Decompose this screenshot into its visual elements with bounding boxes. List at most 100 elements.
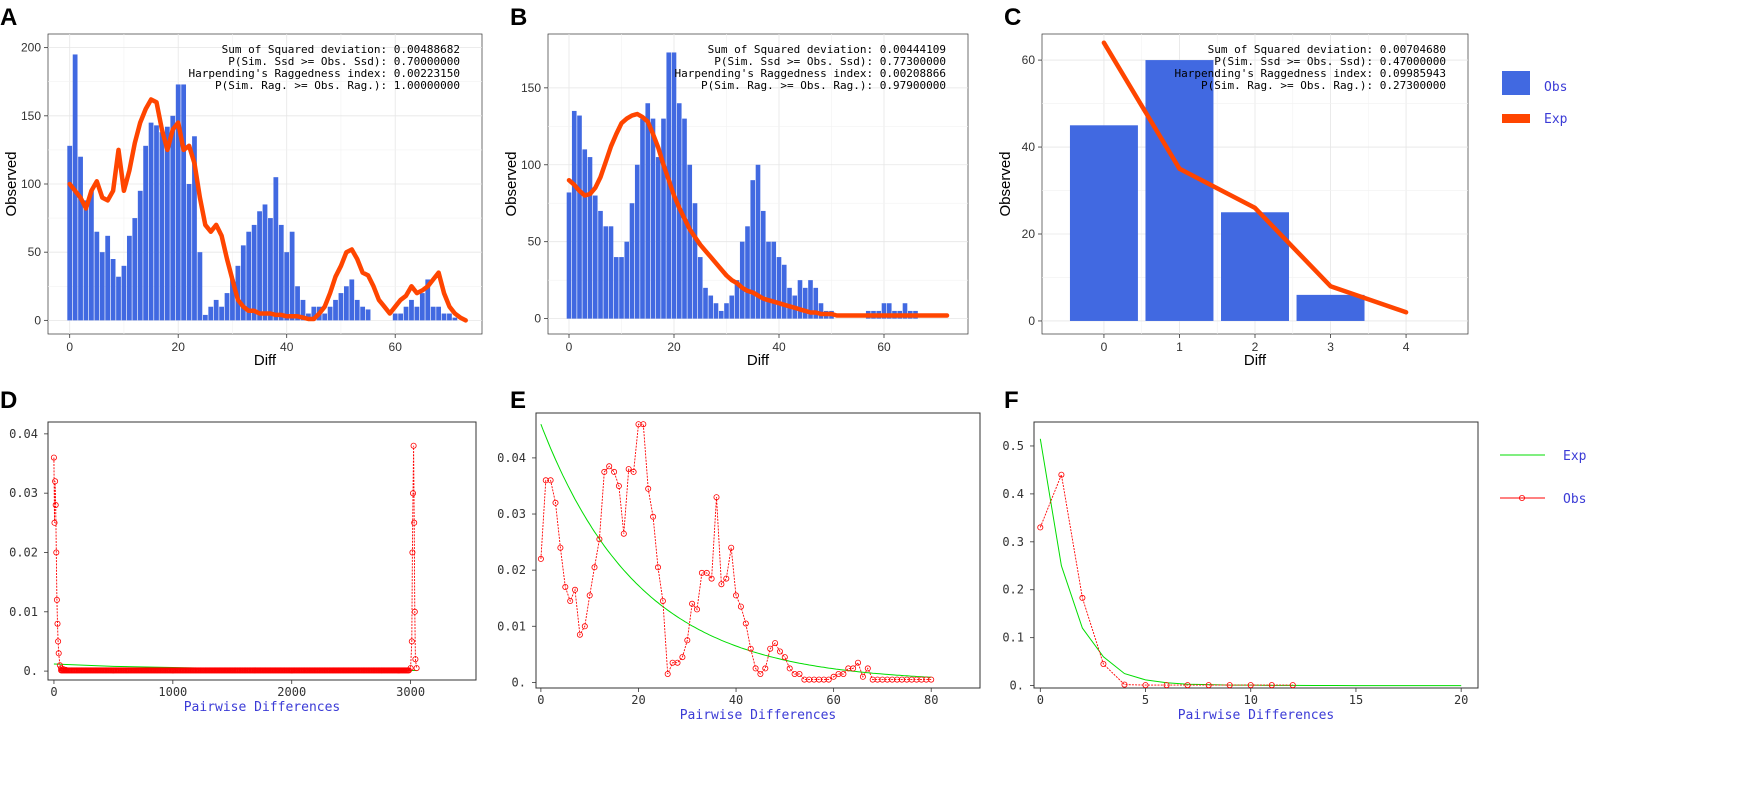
panel-a-bar	[251, 224, 257, 321]
panel-a-stat-line: Harpending's Raggedness index: 0.0022315…	[188, 67, 460, 80]
panel-a-bar	[154, 125, 159, 321]
panel-b-bar	[750, 180, 756, 319]
panel-f-observed-point	[1142, 682, 1149, 689]
panel-e-observed-point	[586, 592, 593, 599]
panel-e-observed-point	[552, 499, 559, 506]
panel-e-observed-point	[869, 676, 876, 683]
panel-b-bar	[692, 203, 698, 319]
panel-a-bar	[186, 184, 192, 321]
panel-a-bar	[268, 218, 273, 321]
panel-c-ytick-label: 20	[1022, 227, 1036, 241]
panel-a-bar	[246, 231, 252, 321]
panel-a-expected-line	[67, 97, 468, 323]
panel-f-ytick-label: 0.3	[1002, 535, 1024, 549]
panel-f-frame	[1033, 421, 1479, 689]
panel-a-stat-line: Sum of Squared deviation: 0.00488682	[222, 43, 460, 56]
panel-d-observed-point	[54, 620, 61, 627]
panel-e-observed-point	[742, 620, 749, 627]
panel-c-xlabel: Diff	[1244, 352, 1267, 369]
panel-e-observed-point	[645, 485, 652, 492]
panel-a-xtick-label: 0	[66, 340, 73, 354]
panel-f-ytick-label: 0.4	[1002, 487, 1024, 501]
panel-e-observed-point	[820, 676, 827, 683]
panel-e-ytick-label: 0.	[512, 675, 526, 689]
panel-a-bar	[414, 306, 420, 321]
panel-e-observed-point	[674, 659, 681, 666]
panel-a-bar	[170, 115, 176, 321]
panel-a-ytick-label: 50	[28, 245, 42, 259]
panel-e-xtick-label: 20	[631, 693, 645, 707]
panel-a-bar	[430, 306, 436, 321]
panel-a-stat-line: P(Sim. Rag. >= Obs. Rag.): 1.00000000	[215, 79, 460, 92]
panel-e-observed-point	[757, 671, 764, 678]
panel-b-bar	[703, 287, 708, 319]
panel-c-ytick-label: 0	[1028, 314, 1035, 328]
panel-c-stat-line: P(Sim. Rag. >= Obs. Rag.): 0.27300000	[1201, 79, 1446, 92]
panel-c-xtick-label: 4	[1403, 340, 1410, 354]
panel-a-bar	[349, 279, 355, 321]
panel-d-observed-point	[53, 596, 60, 603]
panel-d-ytick-label: 0.02	[9, 545, 38, 559]
panel-f-xlabel: Pairwise Differences	[1178, 708, 1335, 723]
panel-b-xlabel: Diff	[747, 352, 770, 369]
panel-b-bar	[776, 257, 782, 319]
panel-a-bar	[175, 84, 181, 321]
panel-e-observed-point	[855, 659, 862, 666]
panel-b-xtick-label: 60	[877, 340, 891, 354]
panel-d-xtick-label: 1000	[158, 685, 187, 699]
panel-f-xtick-label: 0	[1037, 693, 1044, 707]
panel-f-observed-point	[1163, 682, 1170, 689]
panel-c-expected-line	[1101, 40, 1409, 315]
panel-d-observed-point	[413, 665, 420, 672]
panel-e-observed-point	[918, 676, 925, 683]
panel-d-observed-point	[408, 638, 415, 645]
panel-f-ytick-label: 0.2	[1002, 583, 1024, 597]
panel-a-ylabel: Observed	[3, 151, 20, 216]
panel-e-observed-point	[620, 530, 627, 537]
panel-d-ytick-label: 0.01	[9, 605, 38, 619]
panel-b-bar	[745, 226, 750, 319]
panel-e-ytick-label: 0.04	[497, 451, 526, 465]
panel-e-observed-point	[928, 676, 935, 683]
panel-e-expected-line	[540, 424, 932, 678]
panel-a-bar	[202, 314, 208, 321]
panel-c-xtick-label: 2	[1252, 340, 1259, 354]
panel-e-xtick-label: 80	[924, 693, 938, 707]
panel-a-stat-line: P(Sim. Ssd >= Obs. Ssd): 0.70000000	[228, 55, 460, 68]
panel-a-xtick-label: 40	[280, 340, 294, 354]
panel-b-xtick-label: 40	[772, 340, 786, 354]
panel-a-bar	[452, 317, 458, 321]
panel-b-bar	[571, 110, 577, 319]
panel-a-bar	[295, 286, 300, 321]
panel-a-ytick-label: 200	[21, 41, 41, 55]
panel-c-ytick-label: 60	[1022, 53, 1036, 67]
panel-b-stat-line: P(Sim. Rag. >= Obs. Rag.): 0.97900000	[701, 79, 946, 92]
panel-b-bar	[818, 303, 824, 319]
panel-c-bar	[1069, 125, 1138, 321]
panel-b-bar	[629, 203, 635, 319]
panel-b-bar	[655, 157, 661, 319]
panel-e-observed-point	[655, 564, 662, 571]
panel-e-observed-point	[723, 575, 730, 582]
panel-e-observed-point	[679, 654, 686, 661]
panel-d-observed-point	[407, 665, 414, 672]
panel-b-bar	[619, 257, 624, 319]
panel-e-observed-point	[713, 494, 720, 501]
panel-c-xtick-label: 1	[1176, 340, 1183, 354]
panel-f-xtick-label: 15	[1349, 693, 1363, 707]
panel-a-bar	[148, 122, 154, 321]
panel-b-ytick-label: 150	[521, 81, 541, 95]
panel-e-observed-point	[850, 665, 857, 672]
panel-b-ytick-label: 50	[528, 235, 542, 249]
panel-b-bar	[718, 310, 724, 319]
panel-f-observed-point	[1205, 682, 1212, 689]
panel-a-bar	[436, 306, 441, 321]
panel-b-bar	[724, 303, 729, 319]
panel-a-bar	[398, 313, 404, 321]
panel-b-bar	[592, 195, 598, 319]
panel-a-bar	[197, 252, 203, 321]
panel-e-observed-point	[830, 673, 837, 680]
panel-a-xtick-label: 20	[172, 340, 186, 354]
panel-a-bar	[116, 276, 121, 321]
panel-e-observed-point	[752, 665, 759, 672]
